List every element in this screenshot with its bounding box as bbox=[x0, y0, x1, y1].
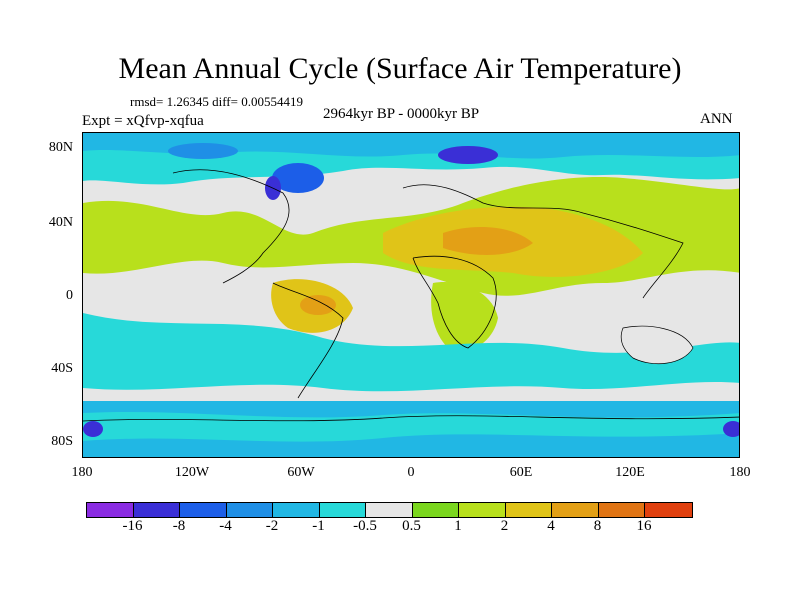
colorbar-label: 2 bbox=[500, 518, 509, 534]
colorbar-label: -0.5 bbox=[353, 518, 377, 534]
colorbar-swatch bbox=[273, 503, 320, 517]
colorbar-swatch bbox=[412, 503, 459, 517]
colorbar-label: 8 bbox=[593, 518, 602, 534]
x-tick-label: 120E bbox=[615, 465, 645, 480]
colorbar-label: -2 bbox=[265, 518, 279, 534]
colorbar-swatch bbox=[87, 503, 134, 517]
colorbar-label: -8 bbox=[172, 518, 186, 534]
colorbar bbox=[86, 502, 693, 518]
colorbar-swatch bbox=[645, 503, 692, 517]
y-tick-label: 80S bbox=[51, 434, 73, 449]
x-tick-label: 60W bbox=[287, 465, 315, 480]
map-panel bbox=[82, 132, 740, 458]
colorbar-label: 0.5 bbox=[402, 518, 421, 534]
colorbar-swatch bbox=[505, 503, 552, 517]
colorbar-swatch bbox=[598, 503, 645, 517]
y-tick-label: 80N bbox=[48, 140, 73, 155]
stats-text: rmsd= 1.26345 diff= 0.00554419 bbox=[130, 94, 303, 109]
colorbar-swatch bbox=[552, 503, 599, 517]
experiment-label: Expt = xQfvp-xqfua bbox=[82, 113, 204, 129]
colorbar-swatch bbox=[319, 503, 366, 517]
period-label: 2964kyr BP - 0000kyr BP bbox=[323, 106, 480, 122]
colorbar-label: 16 bbox=[636, 518, 652, 534]
colorbar-swatch bbox=[366, 503, 413, 517]
colorbar-swatch bbox=[133, 503, 180, 517]
y-tick-label: 0 bbox=[66, 288, 73, 303]
colorbar-label: 1 bbox=[454, 518, 462, 534]
x-tick-label: 180 bbox=[71, 465, 93, 480]
y-tick-label: 40N bbox=[48, 215, 73, 230]
temperature-anomaly-map bbox=[83, 133, 739, 457]
colorbar-label: -4 bbox=[219, 518, 232, 534]
colorbar-swatch bbox=[459, 503, 506, 517]
x-tick-label: 120W bbox=[174, 465, 210, 480]
season-label: ANN bbox=[700, 111, 733, 127]
figure-title: Mean Annual Cycle (Surface Air Temperatu… bbox=[118, 52, 682, 85]
colorbar-swatch bbox=[180, 503, 227, 517]
x-tick-label: 180 bbox=[729, 465, 751, 480]
y-tick-label: 40S bbox=[51, 361, 73, 376]
x-tick-label: 60E bbox=[509, 465, 533, 480]
colorbar-label: -16 bbox=[122, 518, 143, 534]
colorbar-label: -1 bbox=[312, 518, 325, 534]
colorbar-swatch bbox=[226, 503, 273, 517]
colorbar-label: 4 bbox=[547, 518, 555, 534]
x-tick-label: 0 bbox=[407, 465, 415, 480]
